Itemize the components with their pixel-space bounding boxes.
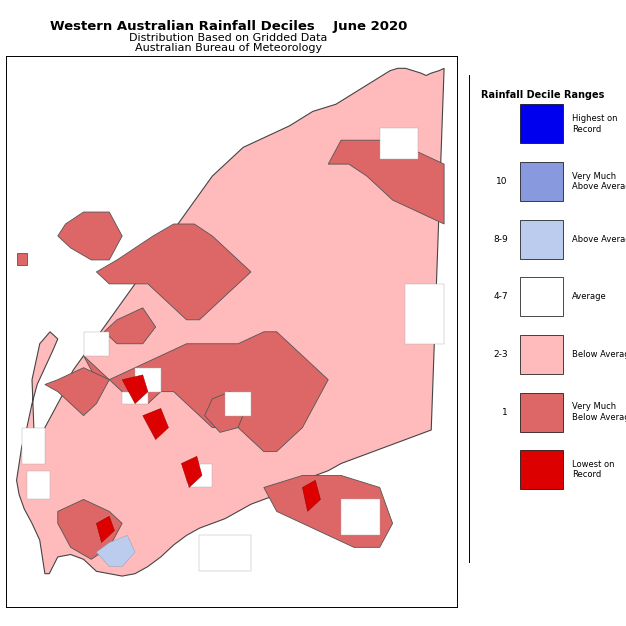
Text: 4-7: 4-7 [493,292,508,301]
Polygon shape [96,535,135,567]
Polygon shape [406,284,444,344]
Polygon shape [45,367,110,416]
Text: Lowest on
Record: Lowest on Record [572,460,615,480]
Text: Highest on
Record: Highest on Record [572,115,618,133]
Polygon shape [380,128,418,160]
Bar [520,335,563,374]
Bar [520,450,563,489]
Polygon shape [143,408,168,439]
Polygon shape [341,500,380,535]
Polygon shape [187,463,212,488]
Text: Very Much
Below Average: Very Much Below Average [572,403,626,422]
Text: Western Australian Rainfall Deciles    June 2020: Western Australian Rainfall Deciles June… [50,20,407,33]
Polygon shape [16,68,444,576]
Polygon shape [182,456,202,488]
Polygon shape [58,212,122,260]
Text: Distribution Based on Gridded Data: Distribution Based on Gridded Data [130,33,327,43]
Text: Rainfall Decile Ranges: Rainfall Decile Ranges [481,90,605,100]
Polygon shape [104,308,156,344]
Text: 2-3: 2-3 [493,350,508,359]
Polygon shape [96,224,251,320]
Polygon shape [27,471,50,500]
Bar [520,105,563,143]
Bar [520,220,563,259]
Text: Above Average: Above Average [572,235,626,244]
Text: Australian Bureau of Meteorology: Australian Bureau of Meteorology [135,43,322,53]
Polygon shape [83,332,110,356]
Polygon shape [302,480,321,511]
Polygon shape [225,392,251,416]
Polygon shape [135,367,161,392]
Polygon shape [328,140,444,224]
Polygon shape [264,476,393,547]
Polygon shape [16,253,27,265]
Polygon shape [58,500,122,559]
Bar [520,393,563,431]
Text: 1: 1 [502,408,508,416]
Polygon shape [122,375,148,404]
Polygon shape [122,392,148,404]
Polygon shape [205,392,246,433]
Polygon shape [83,332,328,451]
Bar [520,162,563,201]
Polygon shape [22,428,45,463]
Text: 10: 10 [496,177,508,186]
Text: Very Much
Above Average: Very Much Above Average [572,172,626,192]
Bar [520,277,563,316]
Polygon shape [96,516,115,543]
Text: Average: Average [572,292,607,301]
Polygon shape [200,535,251,572]
Text: Below Average: Below Average [572,350,626,359]
Text: 8-9: 8-9 [493,235,508,244]
